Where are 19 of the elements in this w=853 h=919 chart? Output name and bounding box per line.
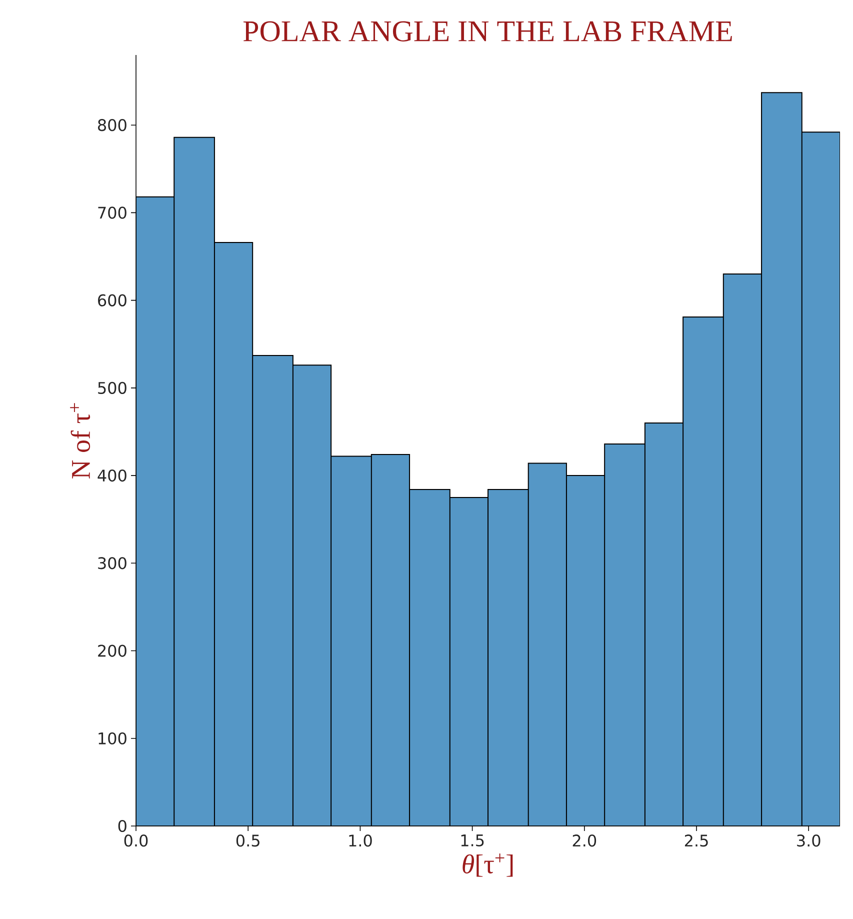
y-axis-title: N of τ$^{+}$ bbox=[70, 403, 90, 478]
x-tick-label: 0.0 bbox=[124, 834, 148, 847]
y-tick-label: 400 bbox=[98, 469, 126, 482]
x-tick-label: 1.0 bbox=[349, 834, 372, 847]
y-tick-label: 300 bbox=[98, 557, 126, 570]
chart-title: POLAR ANGLE IN THE LAB FRAME bbox=[243, 21, 732, 42]
x-axis-title: θ[τ$^{+}$] bbox=[462, 853, 513, 877]
y-tick-label: 200 bbox=[98, 644, 126, 657]
y-tick-label: 100 bbox=[98, 732, 126, 744]
y-tick-label: 500 bbox=[98, 382, 126, 394]
y-tick-label: 0 bbox=[118, 820, 126, 832]
x-tick-label: 2.5 bbox=[684, 834, 708, 847]
y-tick-label: 800 bbox=[98, 119, 126, 132]
x-tick-label: 1.5 bbox=[461, 834, 484, 846]
x-tick-label: 3.0 bbox=[797, 834, 820, 847]
x-tick-label: 0.5 bbox=[236, 834, 260, 847]
x-tick-label: 2.0 bbox=[572, 834, 596, 847]
y-tick-label: 700 bbox=[98, 206, 126, 219]
y-tick-label: 600 bbox=[98, 294, 126, 306]
